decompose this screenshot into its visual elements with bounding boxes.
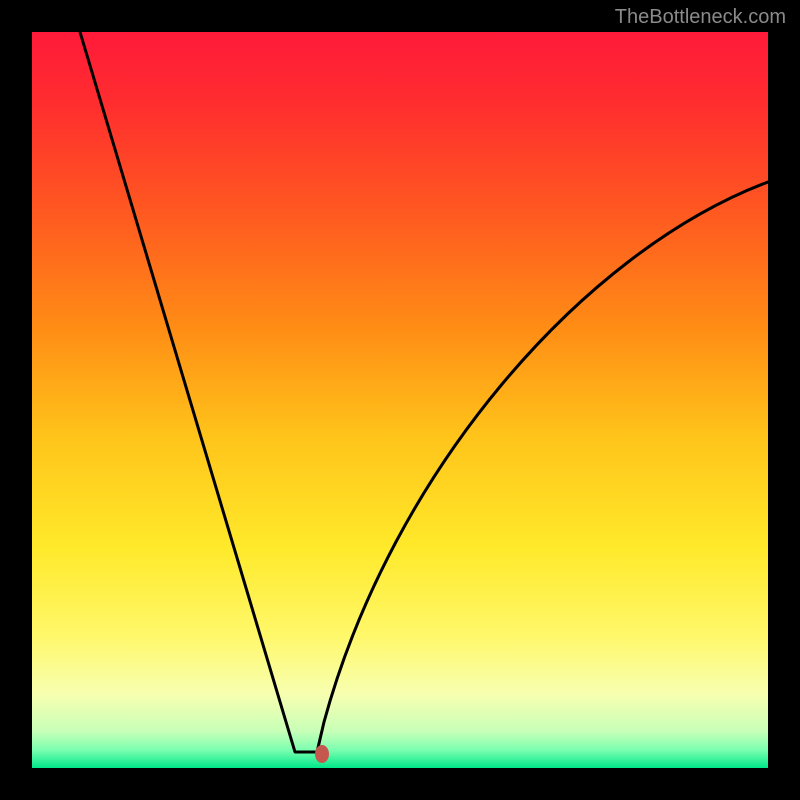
- bottleneck-curve: [32, 32, 768, 768]
- plot-area: [32, 32, 768, 768]
- watermark-text: TheBottleneck.com: [615, 6, 786, 29]
- optimum-marker: [315, 745, 329, 763]
